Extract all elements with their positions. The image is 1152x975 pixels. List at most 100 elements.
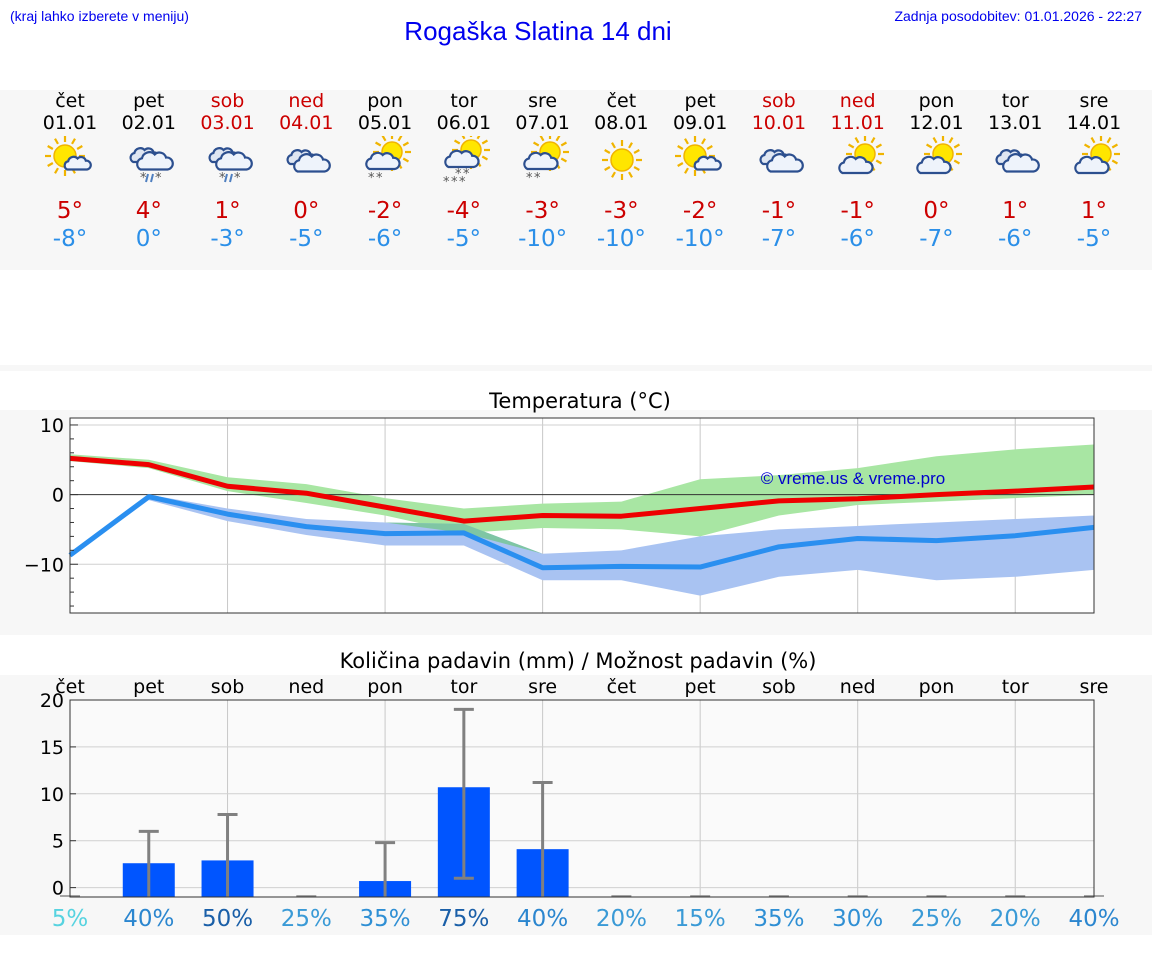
raindrop [149,173,154,183]
sun-ray [1111,143,1119,149]
day-name: čet [606,90,637,112]
precip-probability: 15% [675,906,726,932]
sun-ray [628,142,634,149]
raindrop [144,173,149,183]
sun-ray [47,162,54,167]
min-temperature: -5° [289,226,324,252]
max-temperature: -2° [682,198,718,224]
day-name: pet [684,90,716,112]
cloud-shape [365,151,401,171]
cloud-shape [522,151,559,171]
precipitation-chart-title: Količina padavin (mm) / Možnost padavin … [340,649,817,673]
separator-band [0,365,1152,371]
sun-ray [684,167,690,174]
day-date: 05.01 [357,112,413,134]
min-temperature: -5° [446,226,482,252]
snowflake: * [443,175,450,188]
precip-probability: 25% [281,906,332,932]
day-date: 11.01 [830,112,885,134]
precip-day-label: čet [607,676,637,698]
precip-probability: 20% [596,906,647,932]
sun-ray [402,157,410,163]
max-temperature: 1° [1080,198,1108,224]
sun-ray [706,145,714,150]
sun-ray [633,166,641,171]
cloud-shape [444,149,480,169]
max-temperature: -4° [446,198,482,224]
sun-ray [1106,136,1112,144]
cloudy-icon [995,149,1041,173]
day-name: pon [367,90,403,112]
min-temperature: -6° [840,226,875,252]
precip-day-label: pet [685,676,716,698]
cloud-shape [135,151,174,171]
day-date: 12.01 [909,112,964,134]
sun-cloud-icon [45,136,92,176]
temperature-chart: Temperatura (°C) 10 0 −10 © vreme.us & vreme… [0,389,1152,635]
precip-day-label: ned [288,676,324,698]
max-temperature: 5° [56,198,84,224]
precip-probability: 20% [990,906,1041,932]
day-date: 03.01 [200,112,255,134]
partly-cloudy-heavy-snow-icon: * ** * * [443,136,490,188]
min-temperature: -6° [998,226,1033,252]
max-temperature: 4° [135,198,162,224]
snowflake: * [155,171,162,186]
sun-icon [602,140,643,180]
day-date: 09.01 [672,112,728,134]
partly-cloudy-icon [916,136,963,175]
y-tick-label: −10 [24,554,64,576]
precip-day-label: sob [762,676,796,698]
sun-ray [1111,159,1119,165]
max-temperature-line [69,455,1095,524]
min-temperature: -8° [52,226,88,252]
page-title: Rogaška Slatina 14 dni [404,16,672,46]
cloud-shape [214,151,253,171]
precip-day-label: ned [840,676,876,698]
max-temperature: -1° [761,198,797,224]
precip-day-label: sre [1080,676,1109,698]
precip-probability: 40% [123,906,174,932]
precip-probability: 35% [360,906,411,932]
precip-probability: 35% [753,906,804,932]
snowflake: * [368,171,375,186]
partly-cloudy-icon [1074,136,1120,175]
day-date: 13.01 [988,112,1043,134]
cloud-shape [916,155,953,175]
sun-ray [677,162,684,167]
cloud-shape [837,155,874,175]
max-temperature: 0° [293,198,320,224]
precip-day-label: pon [367,676,403,698]
sun-ray [402,141,410,147]
precip-probability: 75% [438,906,489,932]
precip-probability: 30% [832,906,883,932]
sun-ray [476,136,481,140]
max-temperature: 1° [1002,198,1029,224]
sun-ray [677,145,684,150]
sun-ray [555,136,561,142]
day-date: 04.01 [279,112,334,134]
day-name: sre [1079,90,1109,112]
precip-day-label: tor [450,676,477,698]
sun-ray [560,157,567,163]
sun-ray [481,139,488,145]
sun-ray [54,138,59,145]
sun-ray [54,167,59,174]
y-tick-label: 0 [52,878,64,900]
day-date: 14.01 [1066,112,1122,134]
y-tick-label: 0 [52,485,64,507]
day-name: čet [55,90,85,112]
sun-ray [854,136,860,144]
snowflake: * [376,171,383,186]
raindrop [223,173,228,183]
day-name: ned [288,90,325,112]
precip-probability: 40% [517,906,568,932]
cloudy-icon [286,149,332,173]
y-tick-label: 15 [40,737,64,759]
day-name: tor [450,90,478,112]
max-temperature: -2° [367,198,403,224]
sun-ray [684,138,690,145]
plot-frame [69,417,1095,614]
sun-ray [1090,136,1096,144]
copyright-annotation: © vreme.us & vreme.pro [761,469,945,488]
